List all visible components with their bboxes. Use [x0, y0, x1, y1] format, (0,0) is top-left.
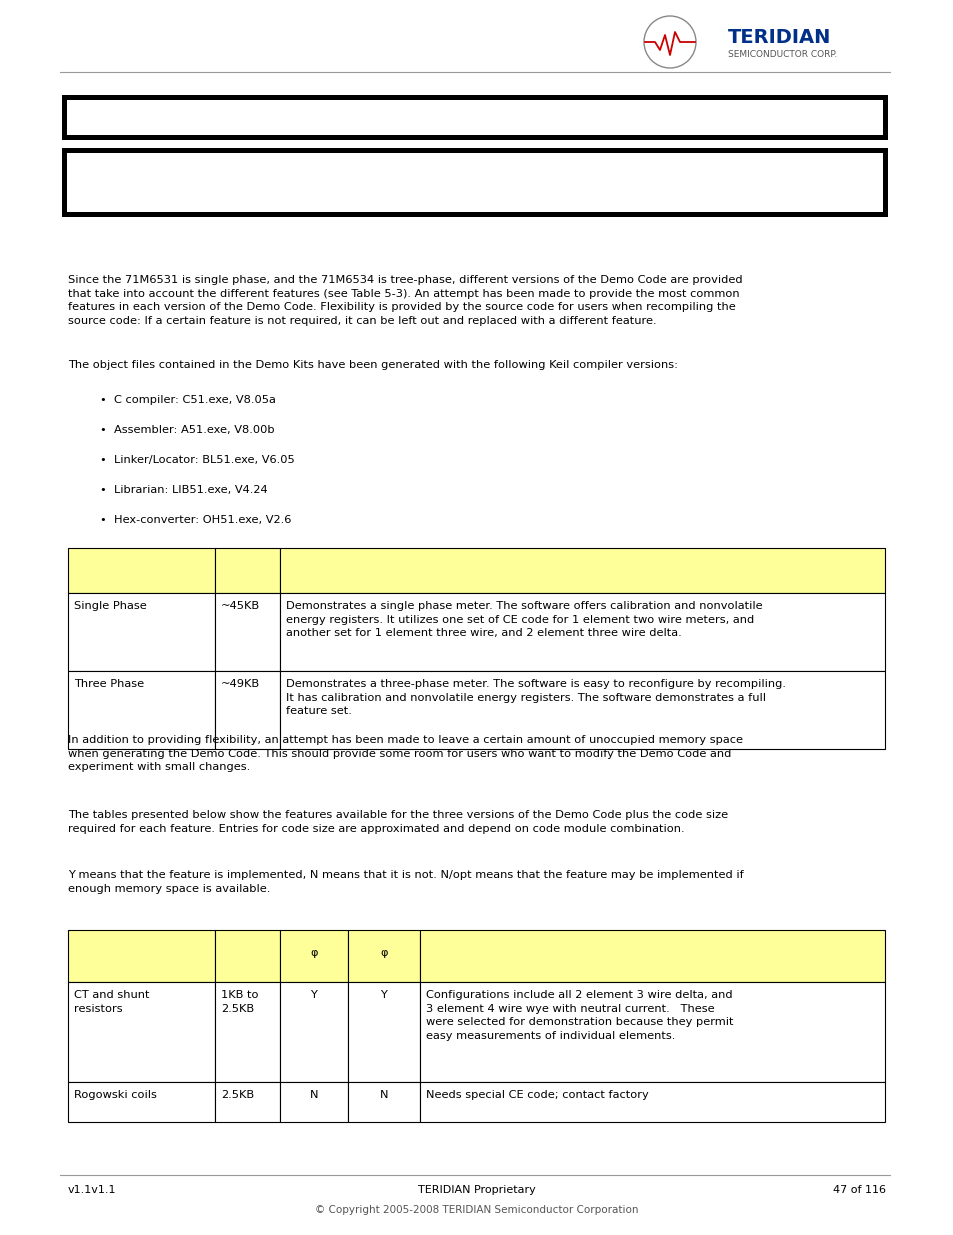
Bar — [348, 930, 419, 982]
Text: The object files contained in the Demo Kits have been generated with the followi: The object files contained in the Demo K… — [68, 359, 678, 370]
Text: ~45KB: ~45KB — [221, 601, 260, 611]
Bar — [214, 982, 280, 1082]
Text: In addition to providing flexibility, an attempt has been made to leave a certai: In addition to providing flexibility, an… — [68, 735, 742, 772]
Text: •  Assembler: A51.exe, V8.00b: • Assembler: A51.exe, V8.00b — [100, 425, 274, 435]
Text: 2.5KB: 2.5KB — [221, 1091, 253, 1100]
Text: •  Hex-converter: OH51.exe, V2.6: • Hex-converter: OH51.exe, V2.6 — [100, 515, 291, 525]
Text: φ: φ — [380, 948, 387, 958]
Text: N: N — [379, 1091, 388, 1100]
Text: Y: Y — [380, 990, 387, 1000]
Bar — [62, 148, 887, 217]
Text: Y means that the feature is implemented, N means that it is not. N/opt means tha: Y means that the feature is implemented,… — [68, 869, 743, 894]
Bar — [68, 593, 214, 671]
Text: SEMICONDUCTOR CORP.: SEMICONDUCTOR CORP. — [727, 49, 837, 59]
Text: •  C compiler: C51.exe, V8.05a: • C compiler: C51.exe, V8.05a — [100, 395, 275, 405]
Bar — [214, 1082, 280, 1123]
Bar — [280, 548, 884, 593]
Bar — [419, 1082, 884, 1123]
Text: •  Librarian: LIB51.exe, V4.24: • Librarian: LIB51.exe, V4.24 — [100, 485, 268, 495]
Ellipse shape — [643, 16, 696, 68]
Bar — [419, 930, 884, 982]
Text: φ: φ — [310, 948, 317, 958]
Bar — [280, 593, 884, 671]
Bar — [68, 982, 214, 1082]
Text: TERIDIAN: TERIDIAN — [727, 28, 830, 47]
Text: ~49KB: ~49KB — [221, 679, 260, 689]
Text: Y: Y — [311, 990, 317, 1000]
Bar — [68, 671, 214, 748]
Text: CT and shunt
resistors: CT and shunt resistors — [74, 990, 150, 1014]
Text: 1KB to
2.5KB: 1KB to 2.5KB — [221, 990, 258, 1014]
Text: 47 of 116: 47 of 116 — [832, 1186, 885, 1195]
Text: TERIDIAN Proprietary: TERIDIAN Proprietary — [417, 1186, 536, 1195]
Bar — [280, 671, 884, 748]
Bar — [214, 671, 280, 748]
Text: v1.1v1.1: v1.1v1.1 — [68, 1186, 116, 1195]
Bar — [214, 930, 280, 982]
Text: Configurations include all 2 element 3 wire delta, and
3 element 4 wire wye with: Configurations include all 2 element 3 w… — [426, 990, 733, 1041]
Bar — [280, 982, 348, 1082]
Bar — [348, 1082, 419, 1123]
Bar — [280, 930, 348, 982]
Text: The tables presented below show the features available for the three versions of: The tables presented below show the feat… — [68, 810, 727, 834]
Text: Demonstrates a single phase meter. The software offers calibration and nonvolati: Demonstrates a single phase meter. The s… — [286, 601, 761, 638]
Text: Since the 71M6531 is single phase, and the 71M6534 is tree-phase, different vers: Since the 71M6531 is single phase, and t… — [68, 275, 741, 326]
Bar — [348, 982, 419, 1082]
Bar — [280, 1082, 348, 1123]
Text: Single Phase: Single Phase — [74, 601, 147, 611]
Bar — [68, 1082, 214, 1123]
Text: © Copyright 2005-2008 TERIDIAN Semiconductor Corporation: © Copyright 2005-2008 TERIDIAN Semicondu… — [314, 1205, 639, 1215]
Bar — [419, 982, 884, 1082]
Text: Three Phase: Three Phase — [74, 679, 144, 689]
Bar — [62, 95, 887, 140]
Bar — [67, 100, 882, 135]
Text: Needs special CE code; contact factory: Needs special CE code; contact factory — [426, 1091, 648, 1100]
Text: •  Linker/Locator: BL51.exe, V6.05: • Linker/Locator: BL51.exe, V6.05 — [100, 454, 294, 466]
Text: N: N — [310, 1091, 318, 1100]
Bar — [67, 153, 882, 212]
Text: Demonstrates a three-phase meter. The software is easy to reconfigure by recompi: Demonstrates a three-phase meter. The so… — [286, 679, 785, 716]
Bar — [214, 548, 280, 593]
Bar — [68, 930, 214, 982]
Text: Rogowski coils: Rogowski coils — [74, 1091, 156, 1100]
Bar — [68, 548, 214, 593]
Bar — [214, 593, 280, 671]
